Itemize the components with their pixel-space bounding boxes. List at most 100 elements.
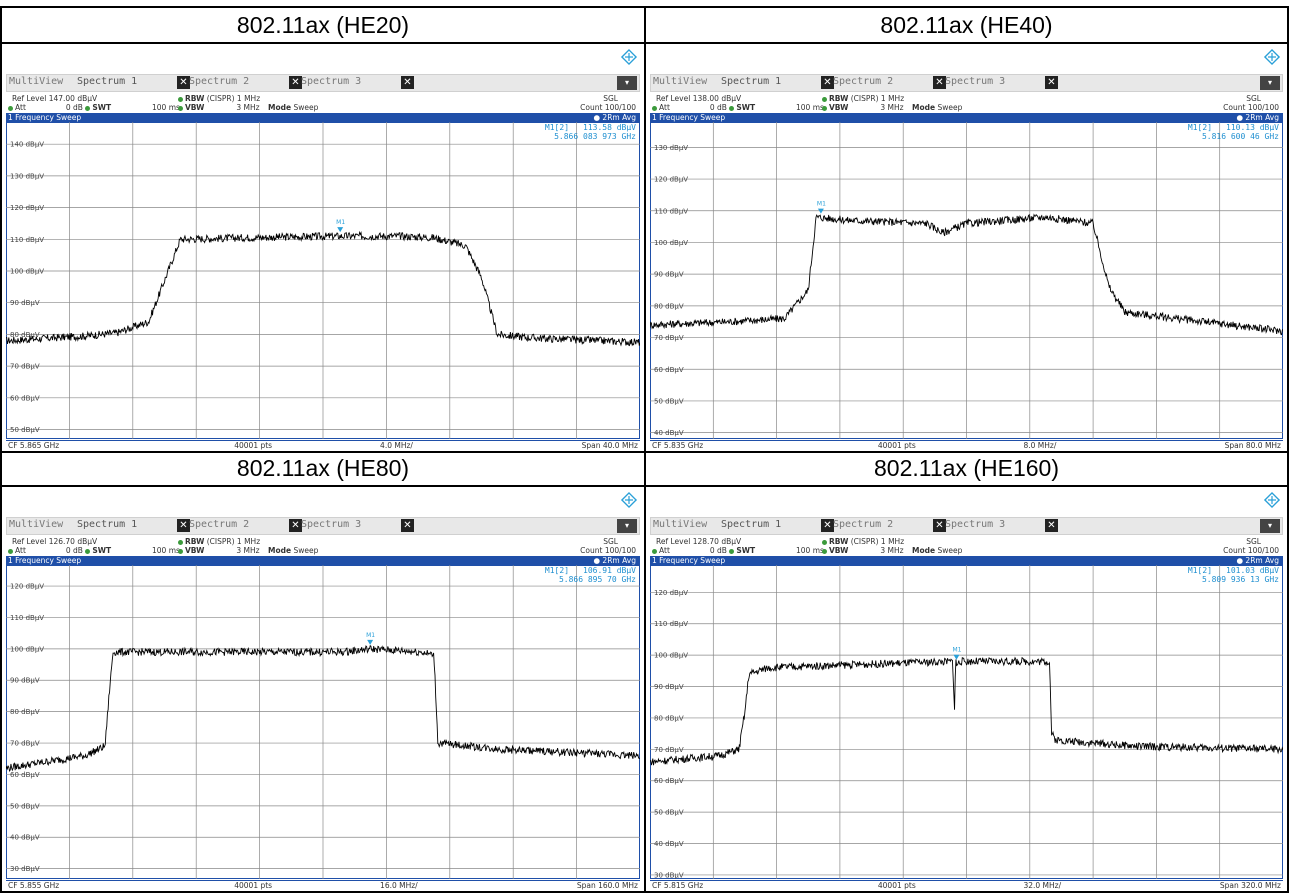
swt-value: 100 ms — [152, 103, 180, 112]
close-icon[interactable]: ✕ — [401, 519, 414, 532]
close-icon[interactable]: ✕ — [289, 519, 302, 532]
y-tick-label: 50 dBµV — [654, 809, 684, 817]
y-tick-label: 70 dBµV — [10, 740, 40, 748]
tab-multiview[interactable]: MultiView — [9, 519, 64, 530]
trace-dot-icon: ● — [1236, 556, 1246, 565]
y-tick-label: 120 dBµV — [10, 583, 44, 591]
mode-label: Mode — [267, 103, 292, 112]
sgl-label: SGL — [603, 94, 618, 103]
close-icon[interactable]: ✕ — [1045, 76, 1058, 89]
tab-spectrum-1[interactable]: Spectrum 1 — [77, 76, 138, 87]
rbw-setting: RBW (CISPR) 1 MHz — [178, 537, 260, 546]
sweep-header: 1 Frequency Sweep ● 2Rm Avg — [6, 113, 640, 122]
y-tick-label: 110 dBµV — [654, 207, 688, 215]
y-tick-label: 100 dBµV — [654, 239, 688, 247]
dropdown-icon[interactable]: ▾ — [617, 76, 637, 90]
dropdown-icon[interactable]: ▾ — [617, 519, 637, 533]
close-icon[interactable]: ✕ — [821, 519, 834, 532]
spectrum-plot: 140 dBµV 130 dBµV 120 dBµV 110 dBµV 100 dBµV… — [6, 122, 640, 439]
trace-label-text: 2Rm Avg — [602, 556, 636, 565]
footer-div: 8.0 MHz/ — [1023, 441, 1057, 450]
y-tick-label: 90 dBµV — [10, 299, 40, 307]
close-icon[interactable]: ✕ — [177, 519, 190, 532]
close-icon[interactable]: ✕ — [1045, 519, 1058, 532]
marker-readout-row: M1[2] 106.91 dBµV — [545, 566, 636, 575]
rbw-label: RBW — [829, 94, 849, 103]
close-icon[interactable]: ✕ — [933, 76, 946, 89]
mode-value: Sweep — [937, 103, 963, 112]
footer-span: Span 320.0 MHz — [1219, 881, 1281, 890]
count-label: Count 100/100 — [580, 103, 636, 112]
trace-label: ● 2Rm Avg — [1236, 113, 1279, 122]
vbw-setting: VBW 3 MHz Mode Sweep — [178, 546, 318, 555]
marker-level: 113.58 dBµV — [583, 123, 636, 132]
sweep-label: 1 Frequency Sweep — [652, 556, 726, 565]
swt-value: 100 ms — [152, 546, 180, 555]
close-icon[interactable]: ✕ — [289, 76, 302, 89]
tab-spectrum-3[interactable]: Spectrum 3 — [301, 76, 362, 87]
tab-spectrum-3[interactable]: Spectrum 3 — [301, 519, 362, 530]
dropdown-icon[interactable]: ▾ — [1260, 76, 1280, 90]
vbw-dot-icon — [822, 548, 827, 554]
tab-multiview[interactable]: MultiView — [653, 519, 708, 530]
spectrum-plot: 120 dBµV 110 dBµV 100 dBµV 90 dBµV 80 dBµV 70… — [650, 565, 1283, 879]
sweep-label: 1 Frequency Sweep — [8, 556, 82, 565]
close-icon[interactable]: ✕ — [821, 76, 834, 89]
close-icon[interactable]: ✕ — [177, 76, 190, 89]
tab-spectrum-1[interactable]: Spectrum 1 — [721, 519, 782, 530]
tab-spectrum-2[interactable]: Spectrum 2 — [189, 519, 250, 530]
dropdown-icon[interactable]: ▾ — [1260, 519, 1280, 533]
close-icon[interactable]: ✕ — [401, 76, 414, 89]
footer-span: Span 40.0 MHz — [581, 441, 638, 450]
tab-spectrum-2[interactable]: Spectrum 2 — [833, 76, 894, 87]
marker-m1-icon — [337, 227, 344, 233]
y-tick-label: 100 dBµV — [10, 267, 44, 275]
marker-label: M1 — [952, 647, 961, 654]
swt-dot-icon — [729, 548, 735, 554]
sweep-label: 1 Frequency Sweep — [8, 113, 82, 122]
marker-level: 101.03 dBµV — [1226, 566, 1279, 575]
marker-frequency: 5.816 600 46 GHz — [1201, 132, 1279, 141]
marker-readout: M1[2] 113.58 dBµV 5.866 083 973 GHz — [545, 123, 636, 141]
att-setting: Att 0 dB SWT — [8, 103, 111, 112]
att-label: Att — [659, 103, 670, 112]
y-tick-label: 90 dBµV — [654, 683, 684, 691]
att-setting: Att 0 dB SWT — [8, 546, 111, 555]
y-tick-label: 60 dBµV — [10, 771, 40, 779]
rbw-label: RBW — [185, 537, 205, 546]
tab-spectrum-1[interactable]: Spectrum 1 — [721, 76, 782, 87]
tab-spectrum-2[interactable]: Spectrum 2 — [189, 76, 250, 87]
swt-dot-icon — [85, 548, 91, 554]
y-tick-label: 100 dBµV — [10, 645, 44, 653]
count-label: Count 100/100 — [1223, 103, 1279, 112]
y-tick-label: 60 dBµV — [654, 366, 684, 374]
close-icon[interactable]: ✕ — [933, 519, 946, 532]
tab-multiview[interactable]: MultiView — [653, 76, 708, 87]
panel-title-4: 802.11ax (HE160) — [644, 451, 1289, 487]
trace-label: ● 2Rm Avg — [593, 556, 636, 565]
panel-title-1: 802.11ax (HE20) — [0, 8, 646, 44]
footer-center-freq: CF 5.855 GHz — [8, 881, 60, 890]
ref-level: Ref Level 128.70 dBµV — [656, 537, 742, 546]
trace-label-text: 2Rm Avg — [1245, 556, 1279, 565]
vbw-value: 3 MHz — [880, 103, 904, 112]
rs-logo-icon — [1263, 48, 1281, 66]
marker-readout: M1[2] 106.91 dBµV 5.866 895 70 GHz — [545, 566, 636, 584]
rbw-setting: RBW (CISPR) 1 MHz — [178, 94, 260, 103]
tab-spectrum-3[interactable]: Spectrum 3 — [945, 76, 1006, 87]
y-tick-label: 70 dBµV — [654, 746, 684, 754]
tab-spectrum-3[interactable]: Spectrum 3 — [945, 519, 1006, 530]
mode-value: Sweep — [293, 546, 319, 555]
y-tick-label: 80 dBµV — [10, 708, 40, 716]
swt-dot-icon — [85, 105, 91, 111]
tab-spectrum-2[interactable]: Spectrum 2 — [833, 519, 894, 530]
y-tick-label: 130 dBµV — [654, 144, 688, 152]
y-tick-label: 40 dBµV — [654, 840, 684, 848]
mode-value: Sweep — [937, 546, 963, 555]
tab-multiview[interactable]: MultiView — [9, 76, 64, 87]
tab-spectrum-1[interactable]: Spectrum 1 — [77, 519, 138, 530]
marker-m1-icon — [367, 639, 374, 645]
swt-label: SWT — [92, 546, 112, 555]
swt-label: SWT — [736, 103, 756, 112]
trace-dot-icon: ● — [1236, 113, 1246, 122]
